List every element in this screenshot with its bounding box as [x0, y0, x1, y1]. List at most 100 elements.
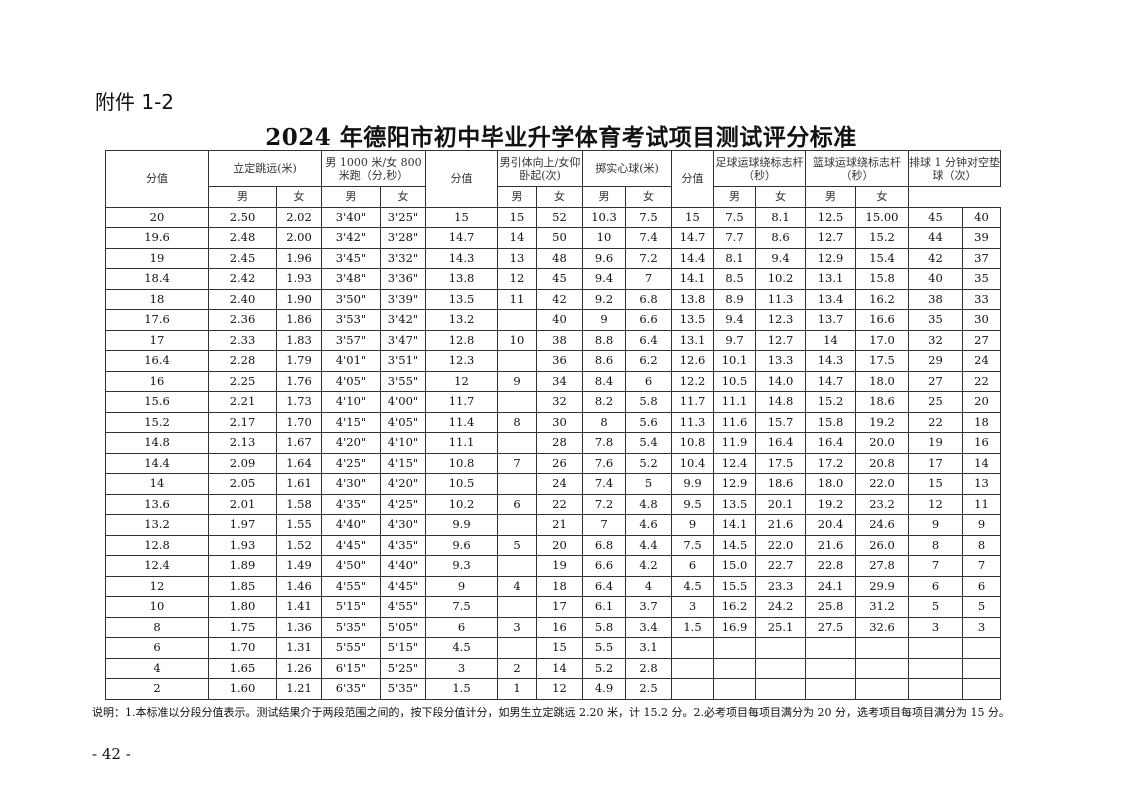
table-cell: 13.8	[425, 268, 498, 290]
table-row: 17 2.33 1.83 3'57" 3'47" 12.8 10 38 8.8 6.4 13.1 9.…	[105, 329, 1001, 351]
table-cell: 8	[582, 411, 626, 433]
table-cell: 22	[908, 411, 963, 433]
table-cell: 3'39"	[380, 288, 426, 310]
table-cell: 9.3	[425, 555, 498, 577]
table-cell: 19	[536, 555, 583, 577]
header-female: 女	[855, 186, 909, 208]
table-cell: 15.2	[105, 411, 209, 433]
table-cell: 18.4	[105, 268, 209, 290]
table-cell: 13.2	[105, 514, 209, 536]
table-cell: 6'15"	[321, 657, 381, 679]
table-cell: 2.40	[208, 288, 277, 310]
table-cell: 7.4	[625, 227, 672, 249]
table-cell: 17	[536, 596, 583, 618]
table-cell: 10.2	[425, 493, 498, 515]
table-cell: 9	[497, 370, 537, 392]
table-cell: 11.3	[671, 411, 714, 433]
table-row: 20 2.50 2.02 3'40" 3'25" 15 15 52 10.3 7.5 15 7.5 8.…	[105, 206, 1001, 228]
table-cell: 12.6	[671, 350, 714, 372]
table-cell: 4	[625, 575, 672, 597]
table-cell: 2.17	[208, 411, 277, 433]
table-cell: 1	[497, 678, 537, 700]
table-cell: 9.2	[582, 288, 626, 310]
table-cell: 9.4	[713, 309, 756, 331]
table-cell: 4'35"	[380, 534, 426, 556]
table-cell: 6.4	[625, 329, 672, 351]
table-cell: 9.4	[582, 268, 626, 290]
table-cell: 14.7	[671, 227, 714, 249]
table-cell: 1.64	[276, 452, 322, 474]
table-cell: 22.0	[855, 473, 909, 495]
table-cell: 20.4	[805, 514, 856, 536]
table-cell: 6	[962, 575, 1001, 597]
table-cell: 15.2	[805, 391, 856, 413]
table-cell: 16.9	[713, 616, 756, 638]
table-cell: 4'40"	[321, 514, 381, 536]
header-female: 女	[755, 186, 806, 208]
table-cell: 1.5	[425, 678, 498, 700]
table-row: 2 1.60 1.21 6'35" 5'35" 1.5 1 12 4.9 2.5	[105, 678, 1001, 700]
table-cell: 3'50"	[321, 288, 381, 310]
table-cell: 24	[536, 473, 583, 495]
header-male: 男	[805, 186, 856, 208]
table-cell: 18	[962, 411, 1001, 433]
table-cell	[908, 637, 963, 659]
table-cell: 4.5	[425, 637, 498, 659]
table-cell: 5.5	[582, 637, 626, 659]
table-cell: 1.36	[276, 616, 322, 638]
table-cell: 1.65	[208, 657, 277, 679]
table-cell: 26.0	[855, 534, 909, 556]
table-cell: 13.1	[671, 329, 714, 351]
table-cell: 2.33	[208, 329, 277, 351]
table-cell: 9.9	[671, 473, 714, 495]
table-cell: 5'15"	[321, 596, 381, 618]
table-cell: 2.01	[208, 493, 277, 515]
table-cell: 19.2	[855, 411, 909, 433]
table-cell: 3'40"	[321, 206, 381, 228]
table-cell: 3	[497, 616, 537, 638]
table-cell: 3'45"	[321, 247, 381, 269]
table-cell: 8.9	[713, 288, 756, 310]
table-cell: 9.6	[582, 247, 626, 269]
table-row: 12 1.85 1.46 4'55" 4'45" 9 4 18 6.4 4 4.5 15.5 23.3 2…	[105, 575, 1001, 597]
table-cell: 14.1	[713, 514, 756, 536]
table-cell: 19	[908, 432, 963, 454]
table-cell: 13.6	[105, 493, 209, 515]
table-cell: 13	[497, 247, 537, 269]
table-cell: 14	[497, 227, 537, 249]
scoring-standard-table: 分值 立定跳远(米) 男 1000 米/女 800 米跑（分,秒） 分值 男引体…	[105, 150, 1001, 700]
table-cell: 4'40"	[380, 555, 426, 577]
table-cell: 4.8	[625, 493, 672, 515]
page-number: - 42 -	[92, 745, 131, 763]
table-cell	[497, 309, 537, 331]
table-cell: 5	[962, 596, 1001, 618]
table-cell	[671, 657, 714, 679]
table-cell: 14.0	[755, 370, 806, 392]
table-cell: 20.1	[755, 493, 806, 515]
table-cell: 4'20"	[380, 473, 426, 495]
table-cell: 15	[536, 637, 583, 659]
table-cell: 20	[105, 206, 209, 228]
table-cell: 42	[536, 288, 583, 310]
table-cell: 22.7	[755, 555, 806, 577]
table-cell: 17.6	[105, 309, 209, 331]
table-cell: 1.93	[208, 534, 277, 556]
table-cell: 23.2	[855, 493, 909, 515]
table-cell	[497, 555, 537, 577]
table-cell	[962, 657, 1001, 679]
table-cell: 6.6	[625, 309, 672, 331]
table-cell: 3	[425, 657, 498, 679]
table-cell: 13.4	[805, 288, 856, 310]
header-male: 男	[208, 186, 277, 208]
table-cell: 9	[671, 514, 714, 536]
table-cell: 4'15"	[321, 411, 381, 433]
table-cell: 13.5	[671, 309, 714, 331]
table-cell: 15	[425, 206, 498, 228]
table-cell: 38	[536, 329, 583, 351]
table-cell: 4'20"	[321, 432, 381, 454]
table-cell: 19.2	[805, 493, 856, 515]
table-cell: 7	[497, 452, 537, 474]
table-cell: 25.1	[755, 616, 806, 638]
table-cell: 1.60	[208, 678, 277, 700]
table-cell: 9	[582, 309, 626, 331]
